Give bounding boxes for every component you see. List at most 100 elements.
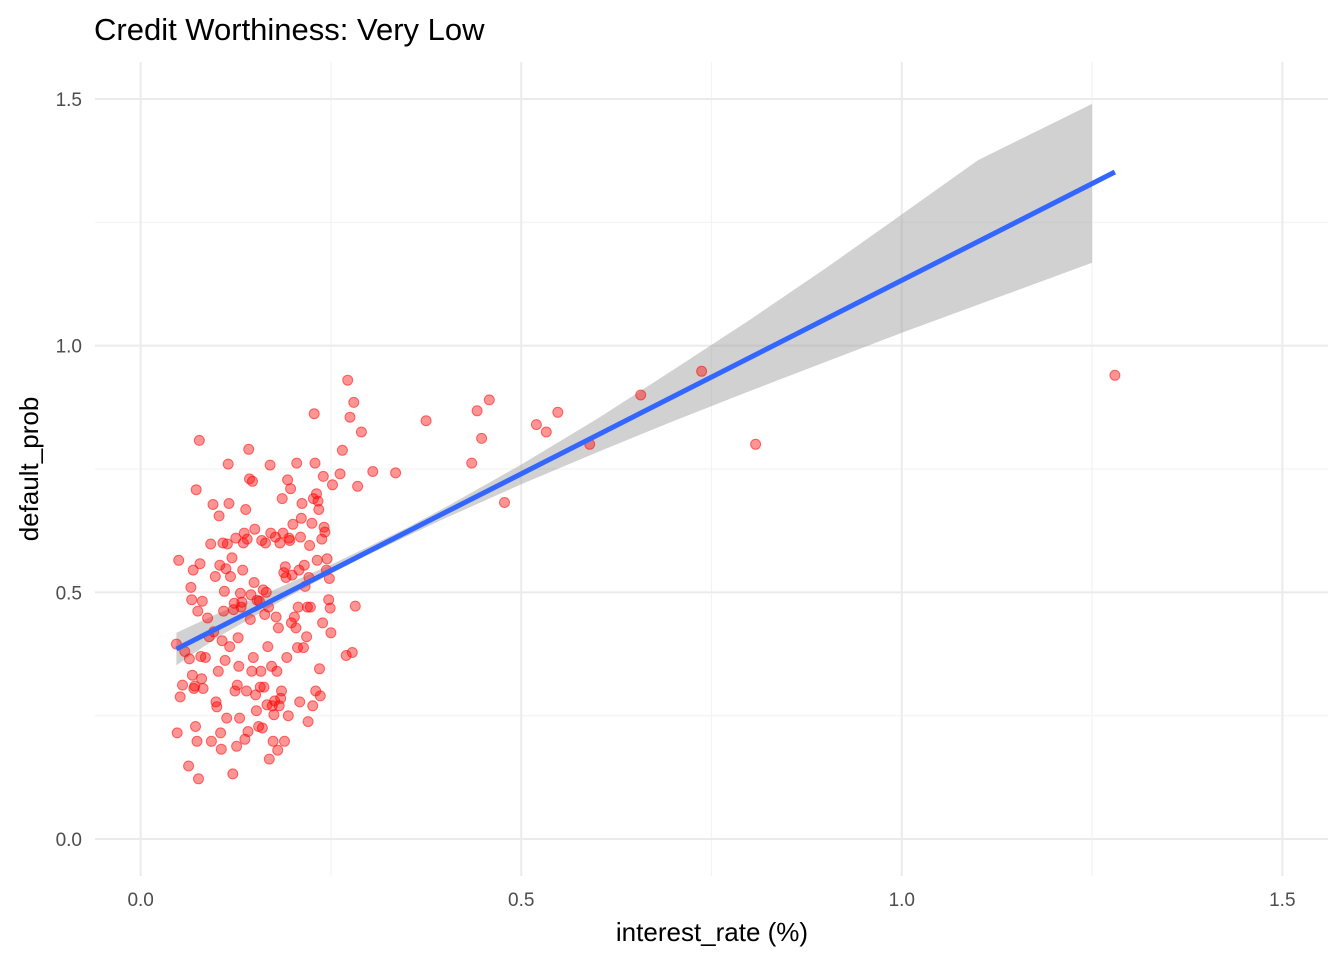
y-axis-title: default_prob (14, 397, 44, 542)
data-point (211, 701, 223, 713)
data-point (276, 685, 287, 697)
data-point (196, 673, 208, 685)
data-point (221, 712, 233, 724)
data-point (218, 605, 230, 617)
data-point (292, 642, 303, 654)
data-point (190, 484, 202, 496)
data-point (263, 753, 275, 765)
data-point (246, 665, 258, 677)
data-point (197, 683, 209, 694)
data-point (302, 716, 314, 728)
data-point (317, 470, 329, 482)
data-point (750, 438, 762, 450)
data-point (271, 665, 283, 677)
data-point (268, 709, 280, 721)
data-point (287, 518, 299, 530)
data-point (476, 432, 488, 444)
data-point (213, 510, 225, 522)
data-point (250, 705, 262, 717)
data-point (309, 457, 321, 469)
data-point (281, 652, 293, 663)
data-point (191, 735, 203, 747)
data-point (295, 512, 307, 524)
data-point (312, 495, 324, 507)
data-point (190, 721, 201, 732)
data-point (284, 535, 296, 546)
points-layer (170, 365, 1121, 785)
data-point (296, 498, 308, 509)
data-point (306, 517, 318, 529)
data-point (231, 740, 243, 752)
data-point (224, 641, 236, 653)
data-point (298, 642, 309, 654)
data-point (325, 627, 337, 639)
data-point (238, 527, 250, 539)
data-point (227, 768, 239, 780)
data-point (183, 653, 195, 665)
data-point (192, 605, 204, 617)
data-point (311, 554, 323, 566)
data-point (280, 572, 292, 583)
data-point (340, 650, 352, 661)
data-point (267, 735, 279, 747)
data-point (288, 611, 300, 623)
data-point (696, 365, 708, 377)
data-point (193, 434, 205, 446)
data-point (230, 532, 242, 544)
data-point (295, 531, 306, 543)
data-point (215, 727, 227, 739)
x-tick-label: 1.5 (1269, 890, 1295, 911)
data-point (243, 443, 255, 455)
data-point (205, 735, 217, 747)
data-point (193, 773, 204, 785)
data-point (530, 419, 542, 431)
confidence-band-layer (176, 103, 1093, 666)
data-point (185, 581, 197, 593)
data-point (234, 712, 246, 724)
y-tick-label: 1.5 (56, 90, 82, 111)
data-point (1109, 369, 1121, 381)
data-point (334, 468, 346, 480)
data-point (292, 601, 304, 613)
data-point (342, 374, 354, 386)
chart-title: Credit Worthiness: Very Low (94, 12, 485, 47)
data-point (270, 611, 282, 623)
data-point (247, 652, 259, 663)
data-point (294, 696, 306, 708)
data-point (319, 526, 331, 538)
x-tick-label: 0.0 (127, 890, 153, 911)
data-point (241, 533, 253, 545)
fit-line-layer (175, 169, 1117, 652)
data-point (314, 690, 326, 702)
data-point (276, 493, 288, 505)
data-point (236, 596, 248, 608)
data-point (233, 660, 245, 672)
data-point (226, 552, 238, 564)
data-point (219, 654, 231, 666)
data-point (183, 760, 195, 772)
data-point (285, 483, 297, 495)
data-point (279, 561, 291, 573)
confidence-band (176, 103, 1093, 666)
data-point (209, 571, 221, 582)
data-point (187, 564, 199, 576)
data-point (214, 559, 226, 571)
data-point (466, 457, 478, 469)
data-point (177, 679, 188, 691)
data-point (258, 681, 270, 693)
data-point (323, 594, 335, 606)
data-point (304, 601, 316, 613)
data-point (173, 554, 185, 566)
data-point (205, 538, 217, 550)
data-point (367, 466, 379, 477)
data-point (260, 537, 271, 549)
data-point (282, 710, 294, 722)
data-point (232, 632, 244, 644)
data-point (260, 586, 272, 598)
data-point (194, 558, 206, 570)
x-tick-label: 1.0 (889, 890, 915, 911)
y-tick-label: 0.5 (56, 583, 82, 604)
data-point (420, 415, 432, 427)
data-point (240, 504, 252, 515)
data-point (336, 444, 348, 456)
